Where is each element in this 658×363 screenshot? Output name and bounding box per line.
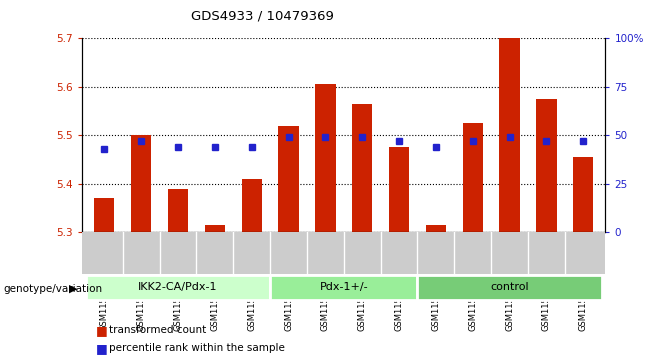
FancyBboxPatch shape — [86, 276, 270, 300]
Text: ▶: ▶ — [69, 284, 78, 294]
Bar — [499, 38, 520, 232]
Bar — [315, 84, 336, 232]
FancyBboxPatch shape — [417, 276, 601, 300]
Text: genotype/variation: genotype/variation — [3, 284, 103, 294]
Bar — [241, 179, 262, 232]
Bar — [168, 189, 188, 232]
Text: ■: ■ — [95, 342, 107, 355]
Text: GDS4933 / 10479369: GDS4933 / 10479369 — [191, 9, 334, 22]
FancyBboxPatch shape — [270, 276, 417, 300]
Bar — [205, 225, 225, 232]
Bar — [389, 147, 409, 232]
Text: control: control — [490, 282, 529, 292]
Text: Pdx-1+/-: Pdx-1+/- — [320, 282, 368, 292]
Bar — [94, 198, 114, 232]
Bar — [278, 126, 299, 232]
Text: IKK2-CA/Pdx-1: IKK2-CA/Pdx-1 — [138, 282, 218, 292]
Bar — [426, 225, 446, 232]
Text: percentile rank within the sample: percentile rank within the sample — [109, 343, 284, 354]
Text: transformed count: transformed count — [109, 325, 206, 335]
Bar — [536, 99, 557, 232]
Bar — [131, 135, 151, 232]
Text: ■: ■ — [95, 324, 107, 337]
Bar — [573, 157, 594, 232]
Bar — [463, 123, 483, 232]
Bar — [352, 104, 372, 232]
